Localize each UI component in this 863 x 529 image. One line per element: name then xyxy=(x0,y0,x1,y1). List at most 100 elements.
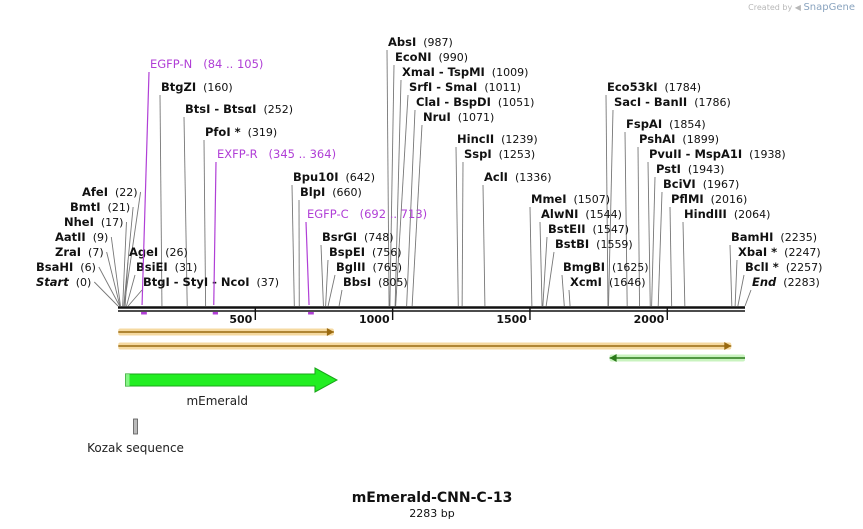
enzyme-label[interactable]: BglII (765) xyxy=(336,260,402,274)
primer-name: EGFP-N xyxy=(150,57,192,71)
enzyme-position: (37) xyxy=(250,276,280,289)
enzyme-name: HincII xyxy=(457,132,494,146)
enzyme-label[interactable]: BamHI (2235) xyxy=(731,230,817,244)
enzyme-label[interactable]: BbsI (805) xyxy=(343,275,408,289)
enzyme-name: AclI xyxy=(484,170,508,184)
enzyme-label[interactable]: MmeI (1507) xyxy=(531,192,610,206)
enzyme-name: BsaHI xyxy=(36,260,73,274)
enzyme-name: EcoNI xyxy=(395,50,431,64)
enzyme-label[interactable]: BtgI - StyI - NcoI (37) xyxy=(143,275,279,289)
enzyme-label[interactable]: End (2283) xyxy=(752,275,820,289)
enzyme-name: BtgI - StyI - NcoI xyxy=(143,275,250,289)
enzyme-label[interactable]: NheI (17) xyxy=(64,215,123,229)
enzyme-label[interactable]: BstEII (1547) xyxy=(548,222,629,236)
enzyme-label[interactable]: HindIII (2064) xyxy=(684,207,770,221)
enzyme-leader-line xyxy=(395,94,409,307)
enzyme-position: (1943) xyxy=(681,163,725,176)
enzyme-label[interactable]: BciVI (1967) xyxy=(663,177,739,191)
snapgene-logo-icon: ◀ xyxy=(794,3,801,12)
enzyme-label[interactable]: SspI (1253) xyxy=(464,147,535,161)
enzyme-label[interactable]: PstI (1943) xyxy=(656,162,724,176)
enzyme-leader-line xyxy=(183,116,188,307)
enzyme-position: (1784) xyxy=(658,81,702,94)
enzyme-leader-line xyxy=(123,191,142,307)
primer-name: EGFP-C xyxy=(307,207,349,221)
enzyme-label[interactable]: PfoI * (319) xyxy=(205,125,277,139)
enzyme-leader-line xyxy=(122,221,127,307)
enzyme-position: (756) xyxy=(365,246,402,259)
enzyme-position: (642) xyxy=(338,171,375,184)
enzyme-name: BclI * xyxy=(745,260,779,274)
enzyme-position: (7) xyxy=(81,246,104,259)
memerald-feature-arrow[interactable] xyxy=(125,367,339,393)
enzyme-label[interactable]: XcmI (1646) xyxy=(570,275,646,289)
enzyme-label[interactable]: HincII (1239) xyxy=(457,132,538,146)
memerald-feature-label[interactable]: mEmerald xyxy=(186,394,248,408)
enzyme-leader-line xyxy=(406,109,416,307)
enzyme-position: (1646) xyxy=(602,276,646,289)
orf-arrowhead-icon xyxy=(724,342,732,350)
enzyme-label[interactable]: BclI * (2257) xyxy=(745,260,822,274)
enzyme-label[interactable]: EcoNI (990) xyxy=(395,50,468,64)
enzyme-label[interactable]: AatII (9) xyxy=(55,230,108,244)
enzyme-label[interactable]: BsaHI (6) xyxy=(36,260,96,274)
enzyme-label[interactable]: AlwNI (1544) xyxy=(541,207,622,221)
feature-start-hatch xyxy=(125,374,130,386)
enzyme-label[interactable]: BmtI (21) xyxy=(70,200,130,214)
enzyme-label[interactable]: BmgBI (1625) xyxy=(563,260,649,274)
enzyme-labels: Start (0)BsaHI (6)ZraI (7)AatII (9)NheI … xyxy=(36,35,822,289)
enzyme-name: HindIII xyxy=(684,207,727,221)
enzyme-label[interactable]: SacI - BanII (1786) xyxy=(614,95,731,109)
enzyme-label[interactable]: Bpu10I (642) xyxy=(293,170,375,184)
enzyme-position: (160) xyxy=(196,81,233,94)
enzyme-label[interactable]: BspEI (756) xyxy=(329,245,402,259)
enzyme-label[interactable]: XmaI - TspMI (1009) xyxy=(402,65,528,79)
primer-label[interactable]: EXFP-R (345 .. 364) xyxy=(217,147,336,161)
enzyme-name: NruI xyxy=(423,110,451,124)
enzyme-label[interactable]: NruI (1071) xyxy=(423,110,494,124)
enzyme-position: (1253) xyxy=(492,148,536,161)
enzyme-position: (1967) xyxy=(696,178,740,191)
enzyme-label[interactable]: BstBI (1559) xyxy=(555,237,633,251)
enzyme-label[interactable]: BtgZI (160) xyxy=(161,80,233,94)
enzyme-label[interactable]: AfeI (22) xyxy=(82,185,138,199)
primer-label[interactable]: EGFP-C (692 .. 713) xyxy=(307,207,427,221)
kozak-feature-box[interactable] xyxy=(133,418,138,435)
enzyme-label[interactable]: AclI (1336) xyxy=(484,170,552,184)
enzyme-label[interactable]: PshAI (1899) xyxy=(639,132,719,146)
enzyme-label[interactable]: BsiEI (31) xyxy=(136,260,197,274)
enzyme-label[interactable]: AbsI (987) xyxy=(388,35,453,49)
enzyme-label[interactable]: ZraI (7) xyxy=(55,245,104,259)
enzyme-name: BtsI - BtsαI xyxy=(185,102,256,116)
enzyme-name: SrfI - SmaI xyxy=(409,80,477,94)
enzyme-position: (0) xyxy=(69,276,92,289)
enzyme-leader-line xyxy=(542,236,548,307)
enzyme-leader-line xyxy=(737,274,745,307)
kozak-feature-label[interactable]: Kozak sequence xyxy=(87,441,184,455)
primer-binding-mark[interactable] xyxy=(308,312,314,315)
enzyme-position: (252) xyxy=(256,103,293,116)
enzyme-label[interactable]: Eco53kI (1784) xyxy=(607,80,701,94)
enzyme-label[interactable]: AgeI (26) xyxy=(129,245,188,259)
enzyme-label[interactable]: ClaI - BspDI (1051) xyxy=(416,95,534,109)
enzyme-name: BbsI xyxy=(343,275,371,289)
primer-binding-mark[interactable] xyxy=(212,312,218,315)
enzyme-leader-line xyxy=(203,139,207,307)
enzyme-leader-line xyxy=(291,184,295,307)
enzyme-name: NheI xyxy=(64,215,94,229)
enzyme-name: BsiEI xyxy=(136,260,168,274)
primer-binding-mark[interactable] xyxy=(141,312,147,315)
enzyme-label[interactable]: BtsI - BtsαI (252) xyxy=(185,102,293,116)
enzyme-label[interactable]: BlpI (660) xyxy=(300,185,362,199)
enzyme-label[interactable]: PvuII - MspA1I (1938) xyxy=(649,147,786,161)
enzyme-label[interactable]: SrfI - SmaI (1011) xyxy=(409,80,521,94)
enzyme-label[interactable]: XbaI * (2247) xyxy=(738,245,821,259)
enzyme-position: (31) xyxy=(168,261,198,274)
enzyme-position: (2257) xyxy=(779,261,823,274)
enzyme-label[interactable]: FspAI (1854) xyxy=(626,117,706,131)
primer-label[interactable]: EGFP-N (84 .. 105) xyxy=(150,57,263,71)
enzyme-label[interactable]: PflMI (2016) xyxy=(671,192,747,206)
enzyme-label[interactable]: BsrGI (748) xyxy=(322,230,394,244)
enzyme-label[interactable]: Start (0) xyxy=(36,275,91,289)
enzyme-leader-line xyxy=(729,244,733,307)
